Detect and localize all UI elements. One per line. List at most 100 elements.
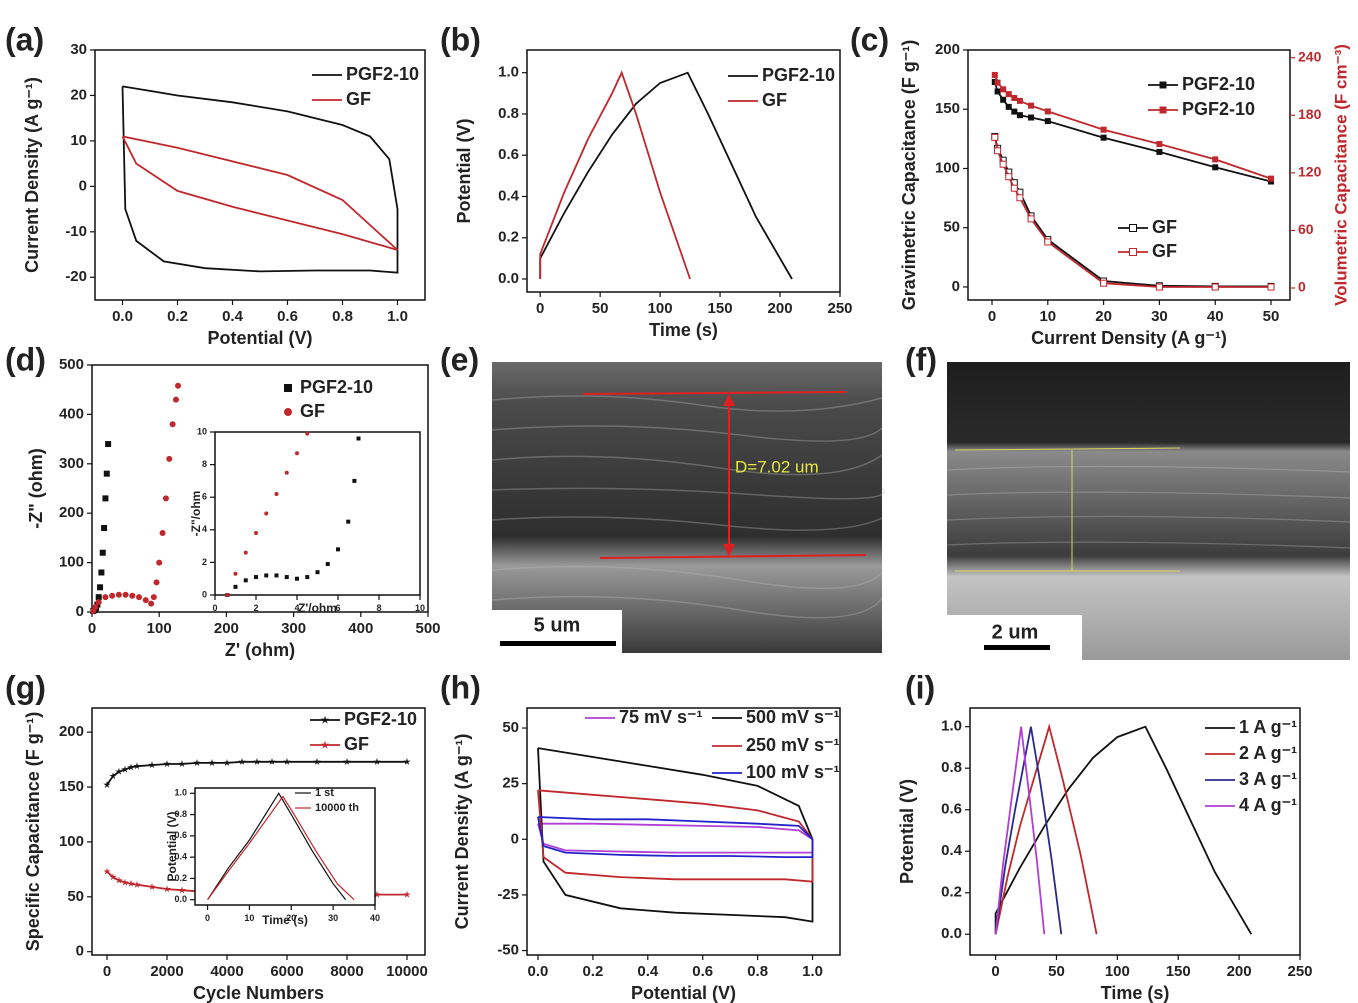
marker <box>1268 175 1275 182</box>
y2-tick-label: 60 <box>1298 221 1314 237</box>
y-tick-label: 25 <box>502 775 519 792</box>
thickness-line <box>582 391 847 395</box>
series-line <box>121 135 399 251</box>
x-tick-label: 300 <box>281 620 306 637</box>
x-tick-label: 6000 <box>270 963 303 980</box>
y-tick-label: 20 <box>70 86 87 103</box>
chart-panel: 0 10 20 30 40 50 0 50 100 150 200 0 60 120 180 240 Volum… <box>850 21 1350 347</box>
x-tick-label: 8000 <box>330 963 363 980</box>
marker <box>343 757 351 765</box>
marker <box>295 576 299 581</box>
marker <box>268 757 276 765</box>
plot-frame <box>526 49 841 293</box>
marker <box>162 495 169 502</box>
y-axis-title: Specific Capacitance (F g⁻¹) <box>23 712 43 952</box>
marker <box>92 604 99 611</box>
marker <box>102 495 109 502</box>
x-tick-label: 1.0 <box>387 308 408 325</box>
marker <box>320 715 330 724</box>
y-tick-label: 2 <box>202 557 207 567</box>
marker <box>153 579 160 586</box>
marker <box>148 761 156 769</box>
panel-label: (h) <box>440 669 481 705</box>
y2-tick-label: 180 <box>1298 106 1322 122</box>
marker <box>1005 173 1013 181</box>
marker <box>1010 184 1018 192</box>
marker <box>274 573 279 578</box>
x-axis-title: Cycle Numbers <box>193 983 324 1003</box>
panel-label: (g) <box>5 669 46 705</box>
marker <box>315 570 320 575</box>
x-tick-label: 150 <box>708 300 733 317</box>
marker <box>178 886 186 894</box>
y-tick-label: 200 <box>935 41 960 58</box>
marker <box>233 571 238 576</box>
y-tick-label: 0.8 <box>174 809 187 819</box>
marker <box>133 880 141 888</box>
series-line <box>537 816 814 858</box>
x-axis-title: Time (s) <box>649 320 718 340</box>
scale-bar-label: 2 um <box>992 621 1039 643</box>
thickness-line <box>599 554 867 559</box>
y2-tick-label: 120 <box>1298 164 1322 180</box>
y-tick-label: 200 <box>59 723 84 740</box>
plot-frame <box>94 49 426 301</box>
legend-label: GF <box>1152 217 1177 237</box>
panel-label: (a) <box>5 21 44 57</box>
y-tick-label: 300 <box>59 455 84 472</box>
x-axis-title: Time (s) <box>1101 983 1170 1003</box>
marker <box>156 559 163 566</box>
x-tick-label: 100 <box>1105 963 1130 980</box>
marker <box>148 883 156 891</box>
marker <box>264 573 269 578</box>
marker <box>1044 238 1052 246</box>
marker <box>115 876 123 884</box>
marker <box>991 71 998 78</box>
y-tick-label: 4 <box>202 524 207 534</box>
y-axis-title: -Z"/ohm <box>189 491 203 537</box>
y-tick-label: 50 <box>943 219 960 236</box>
plot-frame <box>194 787 376 906</box>
marker <box>305 575 310 580</box>
y-tick-label: -25 <box>497 886 519 903</box>
y-tick-label: 0.0 <box>498 270 519 287</box>
y-tick-label: 100 <box>59 833 84 850</box>
chart-panel: 0.0 0.2 0.4 0.6 0.8 1.0 -20 -10 0 10 20 30 Potential… <box>5 21 426 348</box>
x-tick-label: 20 <box>286 913 296 923</box>
y-tick-label: 50 <box>67 888 84 905</box>
chart-panel: 0 2 4 6 8 10 0 2 4 6 8 10 Z'/ohm -Z"/ohm <box>189 426 425 615</box>
thickness-line <box>954 447 1181 451</box>
marker <box>1028 114 1035 121</box>
plot-frame <box>967 49 1291 301</box>
legend-label: 250 mV s⁻¹ <box>746 735 840 755</box>
marker <box>97 584 104 591</box>
marker <box>109 592 116 599</box>
marker <box>121 878 129 886</box>
series-line <box>207 792 347 901</box>
x-tick-label: 100 <box>147 620 172 637</box>
marker <box>1156 141 1163 148</box>
x-tick-label: 8 <box>376 603 381 613</box>
y-tick-label: 6 <box>202 492 207 502</box>
y-tick-label: 0.0 <box>174 894 187 904</box>
y-tick-label: 0 <box>511 830 519 847</box>
marker <box>173 396 179 403</box>
legend-label: PGF2-10 <box>1182 99 1255 119</box>
legend-label: GF <box>344 734 369 754</box>
marker <box>166 455 173 462</box>
y-tick-label: 100 <box>59 554 84 571</box>
marker <box>122 591 129 598</box>
legend-label: PGF2-10 <box>1182 74 1255 94</box>
x-tick-label: 0.2 <box>167 308 188 325</box>
marker <box>121 765 129 773</box>
marker <box>129 592 136 599</box>
marker <box>284 470 289 475</box>
y-tick-label: 100 <box>935 159 960 176</box>
marker <box>254 531 258 536</box>
y-tick-label: -20 <box>65 268 87 285</box>
marker <box>225 593 230 597</box>
legend-label: 500 mV s⁻¹ <box>746 707 840 727</box>
marker <box>243 550 248 555</box>
marker <box>163 760 171 768</box>
y-tick-label: 50 <box>502 719 519 736</box>
